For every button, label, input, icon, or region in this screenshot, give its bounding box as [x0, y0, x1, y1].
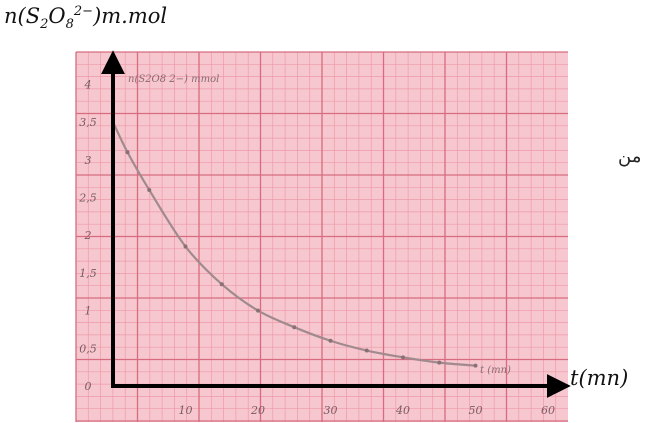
y-tick-label: 3 [85, 154, 92, 167]
y-tick-label: 2,5 [78, 192, 97, 205]
x-tick-label: 20 [250, 404, 265, 417]
data-point [219, 282, 224, 287]
x-tick-label: 60 [541, 404, 555, 417]
decay-curve [112, 121, 476, 367]
data-point [364, 348, 369, 353]
y-tick-label: 2 [84, 229, 92, 242]
x-tick-label: 10 [179, 404, 193, 417]
y-axis-title: n(S2O82−)m.mol [4, 4, 168, 33]
data-point [147, 187, 152, 192]
data-point [328, 338, 333, 343]
y-tick-label: 0 [85, 380, 92, 393]
y-tick-label: 0,5 [79, 342, 97, 355]
data-point [292, 325, 297, 330]
y-tick-labels: 0 0,5 1 1,5 2 2,5 3 3,5 4 [78, 78, 97, 393]
data-point [183, 244, 188, 249]
y-tick-label: 4 [84, 78, 92, 91]
side-note-text: من [618, 146, 642, 167]
data-point [256, 308, 260, 313]
x-axis-title: t(mn) [570, 366, 629, 390]
handwritten-x-label: t (mn) [480, 365, 511, 376]
y-tick-label: 3,5 [79, 116, 97, 129]
x-tick-label: 40 [395, 404, 410, 417]
handwritten-labels: n(S2O8 2−) mmol t (mn) [128, 74, 511, 376]
x-tick-label: 50 [469, 404, 483, 417]
x-tick-label: 30 [324, 404, 338, 417]
handwritten-y-label: n(S2O8 2−) mmol [128, 74, 219, 85]
data-point [437, 360, 442, 365]
data-point [401, 355, 405, 360]
data-point [125, 150, 130, 155]
x-tick-labels: 10 20 30 40 50 60 [179, 404, 556, 417]
y-tick-label: 1,5 [79, 267, 97, 280]
grid-major [75, 51, 568, 422]
data-point [473, 363, 478, 368]
y-tick-label: 1 [85, 305, 92, 318]
